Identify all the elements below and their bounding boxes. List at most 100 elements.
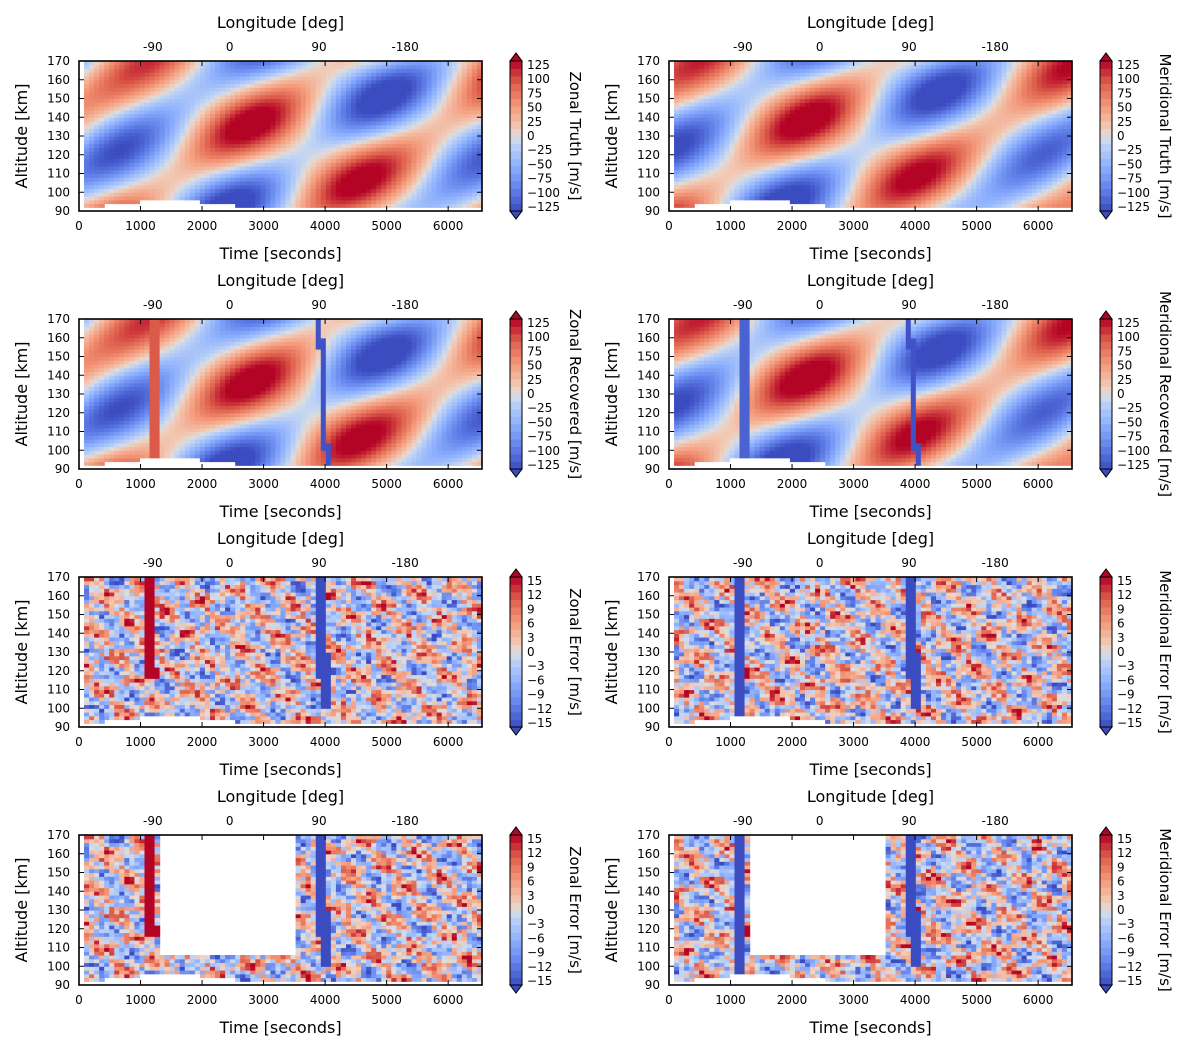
heatmap-cell [890, 192, 897, 197]
heatmap-cell [421, 132, 428, 137]
heatmap-cell [124, 64, 130, 70]
heatmap-cell [860, 79, 867, 85]
heatmap-cell [280, 151, 287, 156]
heatmap-cell [704, 64, 710, 70]
heatmap-cell [446, 98, 453, 103]
heatmap-cell [744, 192, 751, 197]
heatmap-cell [830, 181, 836, 186]
heatmap-cell [305, 162, 312, 167]
heatmap-cell [779, 181, 786, 186]
heatmap-cell [366, 188, 372, 193]
heatmap-cell [779, 128, 786, 133]
heatmap-cell [134, 132, 141, 137]
heatmap-cell [275, 203, 282, 208]
heatmap-cell [204, 169, 211, 175]
heatmap-cell [144, 76, 151, 81]
heatmap-cell [199, 173, 206, 178]
heatmap-cell [421, 117, 428, 122]
heatmap-cell [461, 109, 468, 115]
heatmap-cell [109, 132, 115, 137]
heatmap-cell [699, 79, 705, 85]
heatmap-cell [704, 121, 710, 126]
heatmap-cell [789, 196, 796, 201]
heatmap-cell [184, 83, 191, 88]
heatmap-cell [900, 79, 907, 85]
heatmap-cell [451, 106, 458, 111]
heatmap-cell [149, 113, 156, 118]
heatmap-cell [875, 64, 882, 70]
heatmap-cell [825, 106, 831, 111]
heatmap-cell [799, 87, 806, 92]
heatmap-cell [119, 64, 125, 70]
heatmap-cell [421, 68, 428, 73]
heatmap-cell [401, 79, 408, 85]
heatmap-cell [320, 121, 327, 126]
heatmap-cell [754, 181, 761, 186]
heatmap-cell [345, 91, 352, 96]
heatmap-cell [870, 91, 877, 96]
heatmap-cell [230, 139, 236, 145]
heatmap-cell [305, 203, 312, 208]
heatmap-cell [845, 147, 851, 152]
heatmap-cell [880, 139, 887, 145]
heatmap-cell [265, 121, 272, 126]
heatmap-cell [310, 136, 317, 141]
heatmap-cell [356, 124, 362, 130]
heatmap-cell [129, 199, 136, 205]
heatmap-cell [431, 64, 438, 70]
heatmap-cell [769, 68, 776, 73]
heatmap-cell [376, 143, 382, 148]
heatmap-cell [371, 68, 377, 73]
heatmap-cell [179, 109, 186, 115]
heatmap-cell [431, 173, 438, 178]
heatmap-cell [674, 109, 680, 115]
heatmap-cell [89, 106, 95, 111]
heatmap-cell [910, 87, 917, 92]
heatmap-cell [154, 184, 161, 190]
heatmap-cell [714, 184, 720, 190]
heatmap-cell [426, 136, 433, 141]
heatmap-cell [255, 98, 261, 103]
heatmap-cell [401, 128, 408, 133]
heatmap-cell [310, 147, 317, 152]
heatmap-cell [209, 132, 216, 137]
heatmap-cell [189, 162, 196, 167]
heatmap-cell [325, 132, 332, 137]
heatmap-cell [764, 188, 771, 193]
heatmap-cell [840, 139, 846, 145]
heatmap-cell [865, 136, 872, 141]
heatmap-cell [149, 106, 156, 111]
heatmap-cell [754, 117, 761, 122]
heatmap-cell [371, 188, 377, 193]
heatmap-cell [476, 181, 483, 186]
heatmap-cell [426, 143, 433, 148]
heatmap-cell [275, 98, 282, 103]
heatmap-cell [774, 139, 781, 145]
heatmap-cell [320, 128, 327, 133]
heatmap-cell [734, 61, 741, 66]
heatmap-cell [744, 87, 751, 92]
heatmap-cell [124, 83, 130, 88]
heatmap-cell [345, 98, 352, 103]
heatmap-cell [149, 177, 156, 182]
heatmap-cell [885, 151, 892, 156]
heatmap-cell [366, 91, 372, 96]
heatmap-cell [124, 147, 130, 152]
heatmap-cell [204, 76, 211, 81]
y-tick-label: 110 [47, 167, 70, 181]
heatmap-cell [199, 128, 206, 133]
heatmap-cell [300, 166, 307, 171]
heatmap-cell [154, 147, 161, 152]
heatmap-cell [739, 184, 746, 190]
heatmap-cell [779, 151, 786, 156]
heatmap-cell [446, 147, 453, 152]
heatmap-cell [704, 162, 710, 167]
heatmap-cell [431, 121, 438, 126]
heatmap-cell [230, 91, 236, 96]
heatmap-cell [275, 128, 282, 133]
heatmap-cell [709, 87, 715, 92]
heatmap-cell [810, 132, 816, 137]
heatmap-cell [679, 102, 685, 107]
heatmap-cell [235, 128, 241, 133]
heatmap-cell [784, 98, 791, 103]
